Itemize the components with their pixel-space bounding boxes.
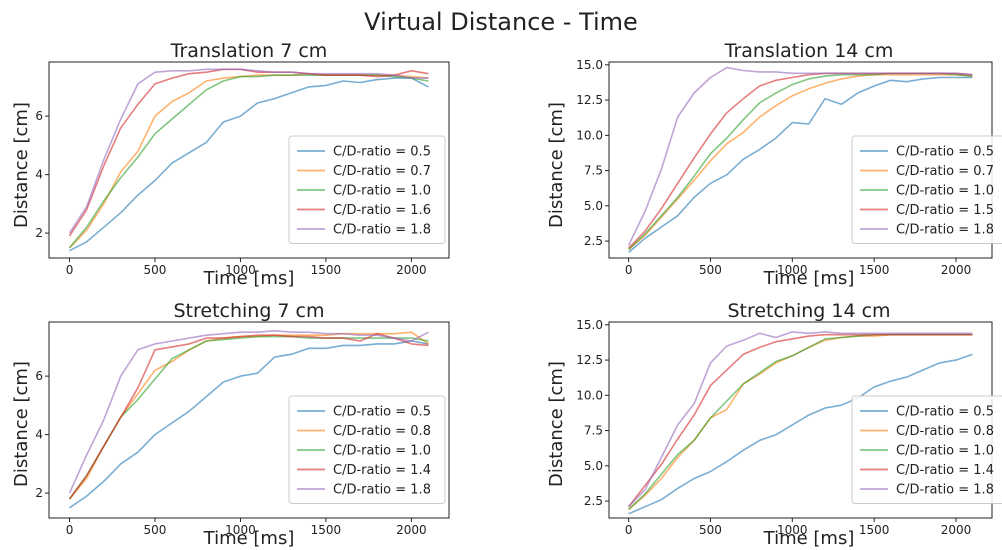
y-tick-label: 7.5 <box>584 424 603 438</box>
x-tick-label: 2000 <box>941 263 972 277</box>
y-tick-label: 15.0 <box>576 318 603 332</box>
series-line <box>627 66 973 246</box>
panel-title: Translation 14 cm <box>724 40 894 62</box>
y-axis-label: Distance [cm] <box>546 361 567 487</box>
series-line <box>69 340 429 509</box>
legend-entry: C/D-ratio = 0.8 <box>896 424 994 439</box>
series-line <box>69 77 429 252</box>
y-axis-label: Distance [cm] <box>11 361 32 487</box>
series-line <box>628 76 973 254</box>
y-tick-label: 5.0 <box>584 459 603 473</box>
legend-entry: C/D-ratio = 1.0 <box>896 184 994 199</box>
y-tick-label: 2.5 <box>584 234 603 248</box>
panel-title: Stretching 7 cm <box>173 300 324 322</box>
y-tick-label: 2.5 <box>584 494 603 508</box>
y-tick-label: 4 <box>35 428 43 442</box>
x-tick-label: 500 <box>699 263 722 277</box>
series-line <box>628 73 973 251</box>
legend-entry: C/D-ratio = 0.5 <box>333 145 431 160</box>
x-tick-label: 1500 <box>859 523 890 537</box>
panel-stretching-7cm: Stretching 7 cm Time [ms] Distance [cm] … <box>11 300 450 549</box>
x-tick-label: 0 <box>625 523 633 537</box>
x-tick-label: 1000 <box>225 263 256 277</box>
y-tick-label: 7.5 <box>584 164 603 178</box>
y-tick-label: 6 <box>35 369 43 383</box>
x-tick-label: 1500 <box>859 263 890 277</box>
x-tick-label: 0 <box>66 523 74 537</box>
legend-entry: C/D-ratio = 0.5 <box>333 405 431 420</box>
y-tick-label: 12.5 <box>576 353 603 367</box>
legend-entry: C/D-ratio = 0.5 <box>896 405 994 420</box>
legend-entry: C/D-ratio = 1.0 <box>333 444 431 459</box>
legend-entry: C/D-ratio = 0.8 <box>333 424 431 439</box>
series-lines <box>627 331 973 515</box>
x-tick-label: 500 <box>699 523 722 537</box>
x-axis-label: Time [ms] <box>203 528 295 549</box>
legend-entry: C/D-ratio = 0.7 <box>333 164 431 179</box>
legend-entry: C/D-ratio = 1.8 <box>896 483 994 498</box>
series-line <box>628 353 973 515</box>
legend: C/D-ratio = 0.5 C/D-ratio = 0.8 C/D-ratio … <box>288 395 446 504</box>
x-tick-label: 1000 <box>777 263 808 277</box>
legend-entry: C/D-ratio = 0.5 <box>896 145 994 160</box>
x-tick-label: 2000 <box>396 263 427 277</box>
x-axis-label: Time [ms] <box>203 268 295 289</box>
panel-stretching-14cm: Stretching 14 cm Time [ms] Distance [cm]… <box>546 300 1002 549</box>
x-tick-label: 500 <box>144 263 167 277</box>
y-tick-label: 6 <box>35 109 43 123</box>
y-axis-label: Distance [cm] <box>546 102 567 228</box>
x-tick-label: 1500 <box>311 263 342 277</box>
y-tick-label: 12.5 <box>576 93 603 107</box>
legend-entry: C/D-ratio = 1.4 <box>333 463 431 478</box>
y-tick-label: 2 <box>35 226 43 240</box>
legend-entry: C/D-ratio = 1.8 <box>896 223 994 238</box>
series-line <box>68 68 429 234</box>
y-tick-label: 15.0 <box>576 58 603 72</box>
x-tick-label: 1000 <box>225 523 256 537</box>
y-tick-label: 2 <box>35 486 43 500</box>
x-axis-label: Time [ms] <box>763 268 855 289</box>
series-line <box>627 333 973 508</box>
series-line <box>68 329 429 494</box>
legend-box <box>288 395 446 504</box>
legend-entry: C/D-ratio = 1.6 <box>333 203 431 218</box>
legend: C/D-ratio = 0.5 C/D-ratio = 0.8 C/D-ratio … <box>851 395 1002 504</box>
x-tick-label: 2000 <box>396 523 427 537</box>
x-tick-label: 2000 <box>941 523 972 537</box>
legend-entry: C/D-ratio = 1.4 <box>896 463 994 478</box>
y-tick-label: 5.0 <box>584 199 603 213</box>
x-tick-label: 1000 <box>777 523 808 537</box>
legend-entry: C/D-ratio = 1.8 <box>333 223 431 238</box>
legend-entry: C/D-ratio = 0.7 <box>896 164 994 179</box>
x-axis-label: Time [ms] <box>763 528 855 549</box>
panel-title: Stretching 14 cm <box>727 300 890 322</box>
x-tick-label: 0 <box>625 263 633 277</box>
panel-translation-14cm: Translation 14 cm Time [ms] Distance [cm… <box>546 40 1002 289</box>
x-tick-label: 500 <box>144 523 167 537</box>
y-tick-label: 4 <box>35 168 43 182</box>
series-line <box>628 331 973 508</box>
legend-entry: C/D-ratio = 1.0 <box>896 444 994 459</box>
y-tick-label: 10.0 <box>576 128 603 142</box>
legend: C/D-ratio = 0.5 C/D-ratio = 0.7 C/D-ratio … <box>288 135 446 244</box>
legend-box <box>851 395 1002 504</box>
figure-title: Virtual Distance - Time <box>364 8 638 36</box>
legend-box <box>851 135 1002 244</box>
x-tick-label: 1500 <box>311 523 342 537</box>
series-lines <box>68 329 429 509</box>
x-tick-label: 0 <box>66 263 74 277</box>
series-lines <box>68 68 429 252</box>
panel-title: Translation 7 cm <box>170 40 328 62</box>
legend-entry: C/D-ratio = 1.5 <box>896 203 994 218</box>
y-axis-label: Distance [cm] <box>11 102 32 228</box>
panel-translation-7cm: Translation 7 cm Time [ms] Distance [cm]… <box>11 40 450 289</box>
legend-entry: C/D-ratio = 1.0 <box>333 184 431 199</box>
series-lines <box>627 66 973 254</box>
legend-box <box>288 135 446 244</box>
legend-entry: C/D-ratio = 1.8 <box>333 483 431 498</box>
y-tick-label: 10.0 <box>576 388 603 402</box>
legend: C/D-ratio = 0.5 C/D-ratio = 0.7 C/D-ratio … <box>851 135 1002 244</box>
series-line <box>68 332 429 500</box>
